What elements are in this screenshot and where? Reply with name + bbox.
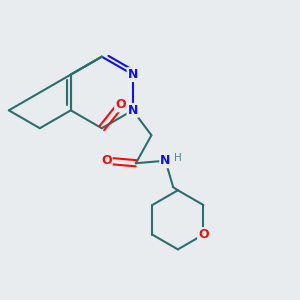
Text: O: O — [101, 154, 112, 167]
Text: N: N — [128, 104, 138, 117]
Text: O: O — [198, 228, 209, 241]
Text: H: H — [174, 153, 182, 163]
Text: O: O — [115, 98, 126, 111]
Text: N: N — [160, 154, 171, 167]
Text: N: N — [128, 68, 138, 81]
